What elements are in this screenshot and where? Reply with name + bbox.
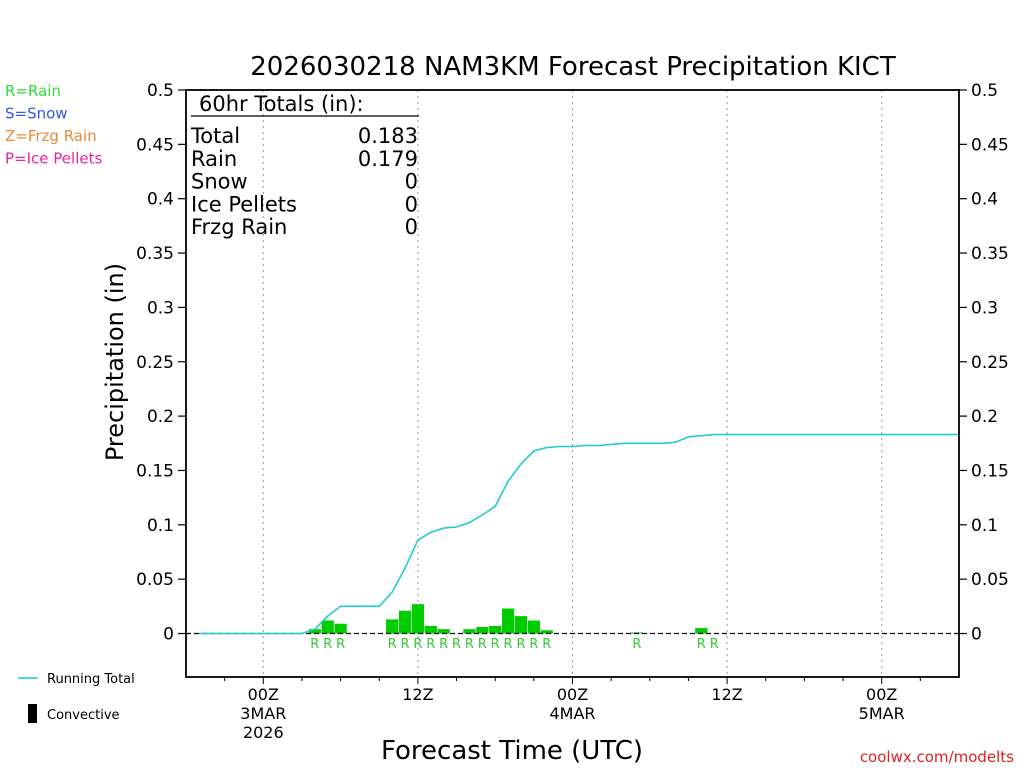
totals-row-label: Ice Pellets [191, 192, 297, 216]
y-tick-label-right: 0.3 [971, 298, 998, 318]
chart-title: 2026030218 NAM3KM Forecast Precipitation… [250, 52, 896, 82]
totals-box: 60hr Totals (in): Total 0.183 Rain 0.179 Snow… [190, 92, 419, 239]
y-tick-label-right: 0.1 [971, 516, 998, 536]
y-tick-label: 0.3 [147, 298, 174, 318]
precip-bar [540, 630, 553, 634]
precip-type-marker: R [439, 637, 448, 652]
precip-bar [695, 628, 708, 634]
precip-bar [386, 619, 399, 634]
precip-type-legend-item: R=Rain [5, 82, 61, 100]
legend-convective-label: Convective [47, 708, 120, 723]
x-tick-label: 00Z [866, 685, 897, 704]
y-tick-label-right: 0.15 [971, 461, 1009, 481]
precip-type-marker: R [400, 637, 409, 652]
precip-bar [501, 608, 515, 634]
precip-bar [527, 620, 540, 634]
precip-type-marker: R [504, 637, 513, 652]
precip-type-marker: R [516, 637, 525, 652]
precip-type-legend: R=Rain S=Snow Z=Frzg Rain P=Ice Pellets [5, 82, 102, 168]
precip-type-marker: R [491, 637, 500, 652]
precip-type-marker: R [310, 637, 319, 652]
y-tick-label: 0.5 [147, 81, 174, 101]
precip-type-legend-item: Z=Frzg Rain [5, 127, 97, 145]
precip-type-legend-item: P=Ice Pellets [5, 150, 102, 168]
totals-row-value: 0 [405, 192, 418, 216]
y-tick-label-right: 0.05 [971, 570, 1009, 590]
y-tick-label: 0.35 [136, 244, 174, 264]
credit-link[interactable]: coolwx.com/modelts [860, 748, 1014, 766]
x-tick-date: 3MAR [240, 704, 286, 723]
y-tick-label-right: 0.45 [971, 135, 1009, 155]
totals-row-label: Rain [191, 147, 237, 171]
totals-row-value: 0 [405, 215, 418, 239]
legend-convective-swatch [28, 704, 37, 723]
y-axis-label: Precipitation (in) [101, 263, 129, 461]
precip-type-marker: R [542, 637, 551, 652]
precip-bar [476, 626, 489, 634]
totals-row-value: 0.179 [358, 147, 418, 171]
y-tick-label-right: 0.2 [971, 407, 998, 427]
precip-type-marker: R [426, 637, 435, 652]
x-tick-date: 4MAR [549, 704, 595, 723]
y-tick-label-right: 0 [971, 625, 982, 645]
series-legend: Running Total Convective [18, 672, 135, 723]
totals-row-label: Total [190, 124, 240, 148]
precip-type-marker: R [323, 637, 332, 652]
legend-running-total-label: Running Total [47, 672, 135, 687]
precip-type-marker: R [465, 637, 474, 652]
precip-type-legend-item: S=Snow [5, 105, 68, 123]
precip-bar [321, 620, 334, 634]
x-tick-year: 2026 [243, 723, 284, 742]
y-axis-right: 0 0.05 0.1 0.15 0.2 0.25 0.3 0.35 0.4 0.45 0.5 [959, 81, 1009, 645]
vertical-gridlines [262, 90, 883, 677]
x-tick-label: 12Z [402, 685, 433, 704]
precip-bar [334, 623, 347, 634]
precip-type-marker: R [710, 637, 719, 652]
y-tick-label: 0.45 [136, 135, 174, 155]
y-tick-label: 0 [163, 625, 174, 645]
y-tick-label: 0.4 [147, 190, 174, 210]
precip-bar [398, 610, 412, 634]
precip-bar [514, 616, 528, 634]
precip-type-marker: R [529, 637, 538, 652]
totals-heading: 60hr Totals (in): [199, 92, 364, 116]
y-tick-label: 0.05 [136, 570, 174, 590]
x-axis-label: Forecast Time (UTC) [381, 736, 643, 766]
y-tick-label: 0.1 [147, 516, 174, 536]
totals-row-value: 0 [405, 170, 418, 194]
x-tick-date: 5MAR [859, 704, 905, 723]
y-axis-left: 0 0.05 0.1 0.15 0.2 0.25 0.3 0.35 0.4 0.45 0.5 [136, 81, 186, 645]
precip-type-marker: R [478, 637, 487, 652]
precip-type-marker: R [413, 637, 422, 652]
x-tick-label: 12Z [711, 685, 742, 704]
y-tick-label: 0.15 [136, 461, 174, 481]
hourly-precip-bars [308, 604, 708, 634]
precip-bar [424, 625, 437, 634]
y-tick-label-right: 0.4 [971, 190, 998, 210]
precip-bar [308, 629, 321, 634]
totals-row-label: Frzg Rain [191, 215, 287, 239]
y-tick-label-right: 0.35 [971, 244, 1009, 264]
precip-type-marker: R [388, 637, 397, 652]
precip-type-marker: R [336, 637, 345, 652]
y-tick-label-right: 0.5 [971, 81, 998, 101]
x-tick-label: 00Z [248, 685, 279, 704]
precip-type-marker: R [697, 637, 706, 652]
y-tick-label-right: 0.25 [971, 353, 1009, 373]
running-total-line [198, 433, 959, 635]
precip-bar [463, 629, 476, 634]
y-tick-label: 0.25 [136, 353, 174, 373]
precip-bar [437, 629, 450, 634]
x-tick-label: 00Z [557, 685, 588, 704]
precip-type-marker: R [452, 637, 461, 652]
totals-row-label: Snow [191, 170, 248, 194]
precip-type-marker: R [632, 637, 641, 652]
y-tick-label: 0.2 [147, 407, 174, 427]
precip-bar [489, 625, 502, 634]
precip-bar [411, 604, 425, 634]
totals-row-value: 0.183 [358, 124, 418, 148]
